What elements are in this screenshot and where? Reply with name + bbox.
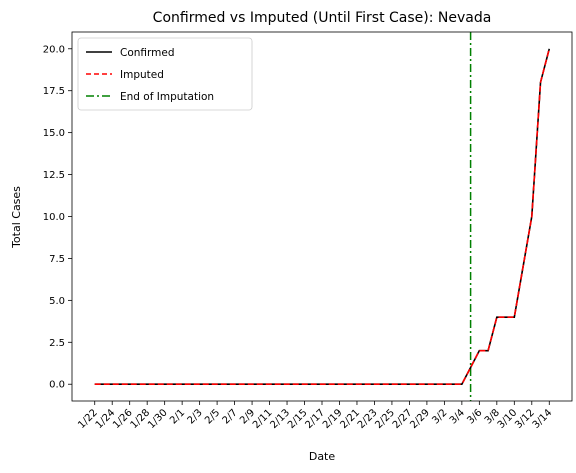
chart-title: Confirmed vs Imputed (Until First Case):…	[153, 10, 492, 26]
x-tick-label: 1/24	[94, 407, 118, 431]
x-axis-label: Date	[309, 450, 336, 463]
x-tick-label: 1/30	[146, 407, 170, 431]
x-tick-label: 2/3	[186, 407, 205, 426]
x-tick-label: 1/28	[129, 407, 153, 431]
x-tick-label: 2/19	[321, 407, 345, 431]
legend-label: End of Imputation	[120, 91, 214, 103]
x-tick-label: 2/27	[391, 407, 415, 431]
x-tick-label: 2/5	[203, 407, 222, 426]
x-tick-label: 3/12	[513, 407, 537, 431]
x-tick-label: 2/11	[251, 407, 275, 431]
y-tick-label: 7.5	[49, 254, 65, 265]
plot-area	[94, 32, 551, 401]
x-tick-label: 1/26	[111, 407, 135, 431]
y-tick-label: 0.0	[49, 380, 65, 391]
x-tick-label: 2/13	[268, 407, 292, 431]
x-tick-label: 3/14	[531, 407, 555, 431]
y-tick-label: 17.5	[43, 86, 65, 97]
legend-label: Confirmed	[120, 47, 175, 59]
legend: Confirmed Imputed End of Imputation	[77, 37, 253, 111]
y-tick-label: 20.0	[43, 44, 65, 55]
y-tick-label: 2.5	[49, 338, 65, 349]
x-tick-label: 3/6	[465, 407, 484, 426]
x-tick-label: 3/2	[430, 407, 449, 426]
x-tick-label: 2/25	[373, 407, 397, 431]
x-tick-label: 2/23	[356, 407, 380, 431]
y-tick-label: 12.5	[43, 170, 65, 181]
x-tick-label: 2/7	[221, 407, 240, 426]
x-tick-label: 2/21	[338, 407, 362, 431]
series-line-imputed	[94, 48, 551, 386]
y-tick-label: 15.0	[43, 128, 65, 139]
legend-label: Imputed	[120, 69, 164, 81]
y-axis-label: Total Cases	[10, 186, 23, 249]
x-tick-label: 2/15	[286, 407, 310, 431]
y-tick-label: 10.0	[43, 212, 65, 223]
y-tick-label: 5.0	[49, 296, 65, 307]
x-tick-label: 2/29	[408, 407, 432, 431]
legend-box	[77, 37, 253, 111]
x-tick-label: 2/1	[168, 407, 187, 426]
x-tick-label: 3/10	[496, 407, 520, 431]
x-tick-label: 3/4	[448, 407, 467, 426]
x-tick-label: 2/17	[303, 407, 327, 431]
x-tick-label: 1/22	[76, 407, 100, 431]
